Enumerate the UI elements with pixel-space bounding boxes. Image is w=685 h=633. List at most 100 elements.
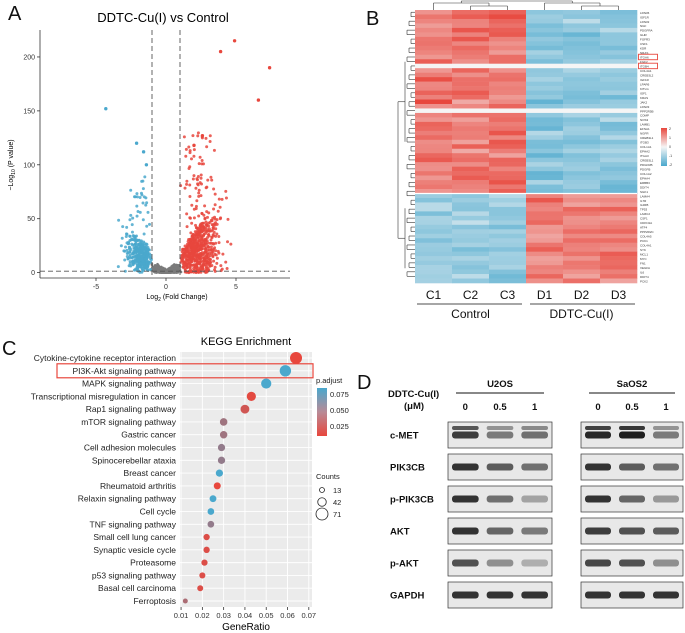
volcano-point-down [128, 250, 132, 254]
wb-band-upper [619, 426, 645, 430]
volcano-point-outlier [267, 66, 272, 70]
heatmap-gene-label: CSF1 [640, 217, 648, 221]
heatmap-cell [526, 211, 564, 217]
heatmap-gene-label: VEGFA [640, 266, 650, 270]
wb-band [521, 591, 548, 599]
heatmap-gene-label: LAMA4 [640, 194, 650, 198]
volcano-point-up [212, 222, 216, 226]
heatmap-cell [563, 112, 601, 118]
volcano-point-up [212, 230, 216, 234]
heatmap-cell [600, 206, 638, 212]
kegg-pathway-label: MAPK signaling pathway [82, 379, 177, 389]
heatmap-cell [600, 41, 638, 47]
heatmap-cell [600, 135, 638, 141]
volcano-point-up [183, 244, 187, 248]
volcano-point-up [212, 234, 216, 238]
heatmap-cell [526, 90, 564, 96]
volcano-point-up [188, 195, 192, 199]
heatmap-gene-label: CDKN1A [640, 221, 652, 225]
kegg-counts-symbol [319, 487, 325, 493]
heatmap-cell [452, 260, 490, 266]
kegg-counts-symbol [315, 507, 329, 521]
heatmap-gene-label: IL7R [640, 199, 647, 203]
heatmap-cell [489, 184, 527, 190]
volcano-point-down [124, 234, 128, 238]
heatmap-cell [563, 63, 601, 69]
volcano-point-up [210, 178, 214, 182]
volcano-point-up [191, 177, 195, 181]
heatmap-cell [415, 224, 453, 230]
volcano-point-outlier [218, 49, 223, 54]
heatmap-cell [489, 27, 527, 33]
volcano-point-down [145, 243, 149, 247]
volcano-point-up [217, 235, 221, 239]
heatmap-cell [526, 206, 564, 212]
wb-band [452, 431, 479, 439]
heatmap-gene-label: ITGB3 [640, 141, 649, 145]
volcano-point-up [199, 194, 203, 198]
heatmap-group-label: DDTC-Cu(I) [550, 307, 614, 321]
kegg-pathway-label: Rheumatoid arthritis [100, 481, 176, 491]
heatmap-cell [452, 206, 490, 212]
volcano-point-up [184, 147, 188, 151]
volcano-point-up [217, 241, 221, 245]
heatmap-cell [489, 68, 527, 73]
kegg-pathway-label: mTOR signaling pathway [81, 417, 177, 427]
heatmap-cell [415, 139, 453, 145]
volcano-point-up [208, 254, 212, 258]
heatmap-cell [600, 197, 638, 203]
volcano-point-up [189, 231, 193, 235]
heatmap-cell [452, 211, 490, 217]
heatmap-cell [415, 135, 453, 141]
heatmap-cell [600, 162, 638, 167]
volcano-point-up [198, 155, 202, 159]
volcano-point-down [133, 242, 137, 246]
heatmap-cell [563, 77, 601, 82]
volcano-point-down [135, 258, 139, 262]
heatmap-cells [415, 10, 638, 284]
heatmap-cell [415, 166, 453, 172]
heatmap-cell [563, 144, 601, 150]
heatmap-cell [489, 189, 527, 194]
heatmap-legend-tick: 2 [669, 127, 671, 131]
heatmap-gene-label: LPAR2 [640, 20, 650, 24]
kegg-dot [217, 456, 226, 464]
heatmap-gene-label: DDIT4 [640, 185, 649, 189]
heatmap-cell [600, 18, 638, 24]
volcano-point-up [208, 134, 212, 138]
heatmap-cell [452, 50, 490, 56]
heatmap-cell [563, 45, 601, 51]
wb-treatment-label: DDTC-Cu(I) [388, 389, 439, 400]
heatmap-cell [563, 99, 601, 105]
heatmap-dendrogram [397, 0, 619, 277]
volcano-point-down [141, 201, 145, 205]
volcano-point-down [147, 262, 151, 266]
heatmap-cell [415, 90, 453, 96]
volcano-point-up [209, 238, 213, 242]
volcano-point-up [189, 260, 193, 264]
wb-band [619, 559, 645, 567]
heatmap-gene-label: EPHA2 [640, 150, 650, 154]
heatmap-cell [415, 117, 453, 123]
heatmap-gene-label: CREB3L2 [640, 73, 654, 77]
volcano-point-down [123, 258, 127, 262]
kegg-counts-tick: 13 [333, 486, 341, 495]
volcano-plot-area [40, 30, 290, 278]
volcano-point-up [211, 225, 215, 229]
volcano-point-outlier [192, 143, 196, 148]
volcano-point-up [185, 245, 189, 249]
heatmap-cell [600, 23, 638, 29]
heatmap-cell [489, 23, 527, 29]
heatmap-cell [563, 153, 601, 158]
volcano-point-outlier [134, 141, 139, 145]
heatmap-gene-label: CREB3L1 [640, 158, 654, 162]
wb-band [486, 495, 514, 503]
heatmap-cell [415, 229, 453, 235]
heatmap-cell [489, 242, 527, 248]
volcano-point-up [185, 182, 189, 186]
heatmap-cell [452, 77, 490, 82]
kegg-pathway-label: Small cell lung cancer [93, 532, 176, 542]
volcano-point-up [203, 217, 207, 221]
wb-band [486, 431, 514, 439]
heatmap-cell [415, 197, 453, 203]
